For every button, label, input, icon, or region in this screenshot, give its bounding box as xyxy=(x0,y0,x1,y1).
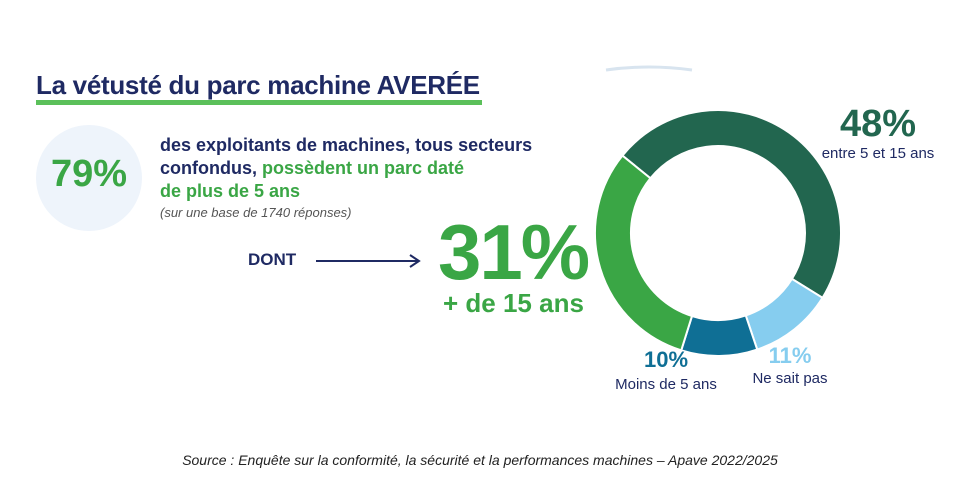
arrow-right-icon xyxy=(316,254,421,268)
donut-labels: 48% entre 5 et 15 ans 11% Ne sait pas 10… xyxy=(615,103,934,393)
decorative-arc xyxy=(605,65,693,72)
slice-label-ne-sait-pas: Ne sait pas xyxy=(752,370,827,387)
donut-slice-0 xyxy=(621,109,842,300)
stat-line-3: de plus de 5 ans xyxy=(160,181,301,201)
title-underline xyxy=(36,100,482,105)
slice-label-entre-5-15: entre 5 et 15 ans xyxy=(822,145,935,162)
stat-circle xyxy=(36,125,142,231)
stat-value: 79% xyxy=(50,153,128,195)
chart-title: La vétusté du parc machine AVERÉE xyxy=(36,70,480,100)
dont-label: DONT xyxy=(248,250,297,269)
stat-line-2: confondus, possèdent un parc daté xyxy=(160,157,532,180)
stat-line-1: des exploitants de machines, tous secteu… xyxy=(160,135,533,155)
dont-value: 31% xyxy=(438,208,590,296)
stat-line-2-plain: confondus, xyxy=(160,158,262,178)
slice-value-moins-5: 10% xyxy=(644,347,688,372)
stat-description: des exploitants de machines, tous secteu… xyxy=(160,134,532,203)
donut-slices xyxy=(594,109,842,357)
slice-value-ne-sait-pas: 11% xyxy=(769,343,812,368)
stat-line-2-green: possèdent un parc daté xyxy=(262,158,465,178)
base-note: (sur une base de 1740 réponses) xyxy=(160,205,352,220)
donut-slice-2 xyxy=(679,314,759,357)
slice-value-entre-5-15: 48% xyxy=(840,103,916,145)
donut-slice-3 xyxy=(594,154,694,352)
source-note: Source : Enquête sur la conformité, la s… xyxy=(182,452,778,468)
slice-label-moins-5: Moins de 5 ans xyxy=(615,376,717,393)
dont-sublabel: + de 15 ans xyxy=(443,288,584,318)
